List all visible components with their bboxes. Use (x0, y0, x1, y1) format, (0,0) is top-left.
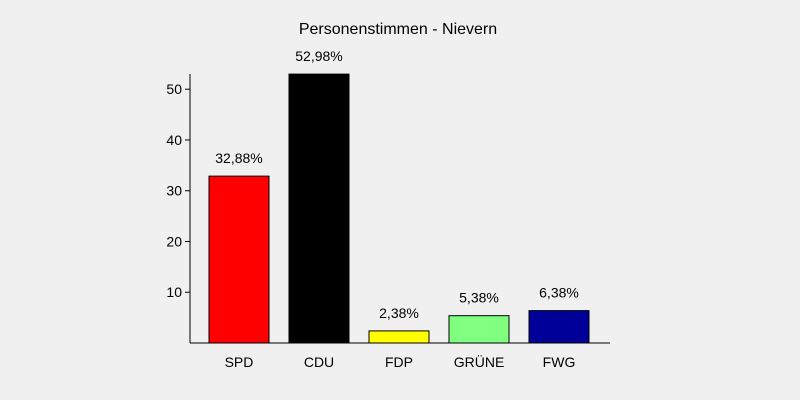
data-label: 32,88% (215, 150, 262, 166)
x-category-label: CDU (304, 354, 334, 370)
bars (208, 73, 590, 344)
data-label: 6,38% (539, 285, 579, 301)
bar-fwg (528, 310, 590, 344)
y-tick-label: 40 (166, 132, 182, 148)
bar-spd (208, 175, 270, 344)
data-label: 52,98% (295, 48, 342, 64)
bar-grüne (448, 315, 510, 344)
bar-cdu (288, 73, 350, 344)
y-tick-label: 10 (166, 284, 182, 300)
y-tick-label: 50 (166, 81, 182, 97)
x-category-label: FWG (543, 354, 576, 370)
y-tick-label: 30 (166, 183, 182, 199)
chart-title: Personenstimmen - Nievern (299, 21, 497, 38)
y-tick-label: 20 (166, 233, 182, 249)
x-category-label: FDP (385, 354, 413, 370)
x-category-label: SPD (225, 354, 254, 370)
data-label: 5,38% (459, 290, 499, 306)
data-label: 2,38% (379, 305, 419, 321)
bar-fdp (368, 330, 430, 344)
x-category-label: GRÜNE (454, 353, 505, 370)
labels: 32,88% SPD 52,98% CDU 2,38% FDP 5,38% GRÜNE 6,38… (215, 48, 579, 370)
